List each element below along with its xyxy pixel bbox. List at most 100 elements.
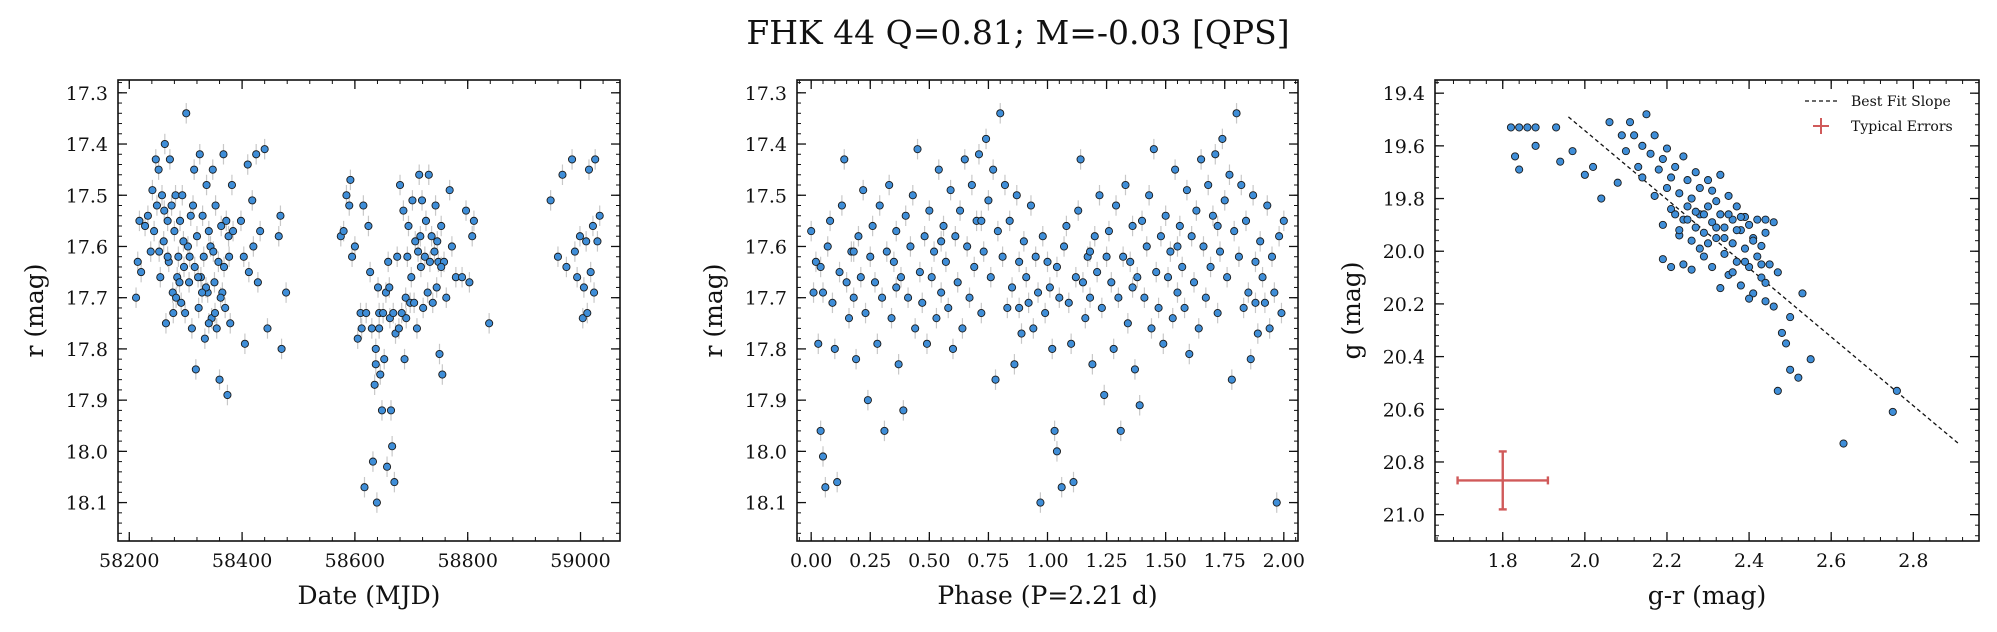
data-point	[368, 457, 377, 466]
data-point	[937, 237, 946, 246]
data-point	[1064, 298, 1073, 307]
y-tick-label: 19.8	[1383, 189, 1425, 211]
data-point	[160, 206, 169, 215]
data-point	[1227, 375, 1236, 384]
data-point	[892, 227, 901, 236]
data-point	[346, 175, 355, 184]
data-point	[393, 252, 402, 261]
data-point	[1057, 483, 1066, 492]
data-point	[377, 406, 387, 415]
data-point	[1687, 265, 1696, 274]
data-point	[1658, 220, 1667, 229]
data-point	[837, 201, 846, 210]
data-point	[816, 262, 825, 272]
data-point	[282, 288, 291, 297]
data-point	[1716, 210, 1725, 219]
data-point	[447, 242, 456, 251]
plot-area	[807, 103, 1288, 513]
data-point	[412, 324, 421, 333]
x-tick-label: 58800	[437, 550, 497, 572]
data-point	[948, 344, 958, 353]
data-point	[922, 339, 932, 348]
data-point	[221, 303, 230, 312]
data-point	[367, 324, 376, 333]
y-tick-label: 18.1	[745, 493, 787, 515]
data-point	[163, 252, 172, 261]
x-axis-label: Date (MJD)	[298, 581, 441, 610]
data-point	[1052, 262, 1062, 272]
data-point	[191, 365, 200, 374]
data-point	[818, 452, 828, 461]
data-point	[1126, 257, 1135, 266]
data-point	[1249, 191, 1258, 200]
data-point	[211, 201, 220, 210]
data-point	[1182, 186, 1191, 195]
data-point	[1171, 165, 1180, 174]
data-point	[852, 355, 861, 364]
data-point	[1085, 293, 1095, 302]
data-point	[1646, 149, 1655, 158]
data-point	[866, 252, 875, 261]
data-point	[1753, 215, 1762, 224]
data-point	[1173, 288, 1182, 297]
data-point	[179, 237, 188, 246]
data-point	[415, 170, 424, 179]
data-point	[249, 242, 258, 251]
data-point	[274, 232, 283, 241]
data-point	[362, 309, 371, 318]
data-point	[1605, 118, 1614, 127]
data-point	[568, 155, 577, 164]
data-point	[1140, 293, 1149, 302]
data-point	[420, 252, 429, 261]
data-point	[428, 298, 437, 307]
data-point	[1213, 221, 1222, 231]
data-point	[1003, 303, 1012, 312]
data-point	[1137, 216, 1147, 225]
data-point	[1258, 273, 1267, 282]
data-point	[1740, 244, 1750, 253]
data-point	[1749, 236, 1758, 245]
data-point	[1745, 262, 1754, 272]
data-point	[1732, 257, 1741, 266]
data-point	[1552, 123, 1561, 132]
data-point	[190, 262, 199, 272]
data-point	[1206, 262, 1215, 272]
y-tick-label: 20.6	[1383, 399, 1425, 421]
x-tick-label: 58400	[212, 550, 272, 572]
data-point	[1671, 210, 1680, 219]
data-point	[143, 211, 152, 220]
data-point	[1662, 144, 1672, 153]
data-point	[875, 201, 884, 210]
data-point	[263, 324, 272, 333]
data-point	[1597, 194, 1606, 203]
data-point	[1199, 242, 1208, 251]
data-point	[399, 206, 408, 215]
data-point	[861, 309, 870, 318]
data-point	[160, 139, 169, 149]
data-point	[941, 257, 950, 266]
data-point	[1161, 211, 1170, 220]
data-point	[896, 273, 906, 282]
data-point	[1239, 303, 1248, 312]
data-point	[930, 247, 939, 256]
data-point	[1159, 339, 1168, 348]
data-point	[1634, 162, 1643, 171]
axes-frame	[1434, 79, 1980, 542]
x-tick-label: 2.00	[1263, 550, 1305, 572]
data-point	[350, 242, 359, 251]
data-point	[809, 288, 818, 297]
data-point	[421, 216, 431, 225]
data-point	[185, 252, 194, 261]
data-point	[468, 232, 477, 241]
data-point	[814, 339, 823, 348]
data-point	[932, 314, 941, 323]
data-point	[1180, 303, 1189, 312]
data-point	[1033, 288, 1043, 297]
data-point	[187, 324, 196, 333]
data-point	[194, 303, 203, 312]
data-point	[179, 262, 189, 272]
y-tick-label: 21.0	[1383, 505, 1425, 527]
data-point	[892, 283, 901, 292]
data-point	[575, 232, 585, 241]
data-point	[1111, 201, 1121, 210]
